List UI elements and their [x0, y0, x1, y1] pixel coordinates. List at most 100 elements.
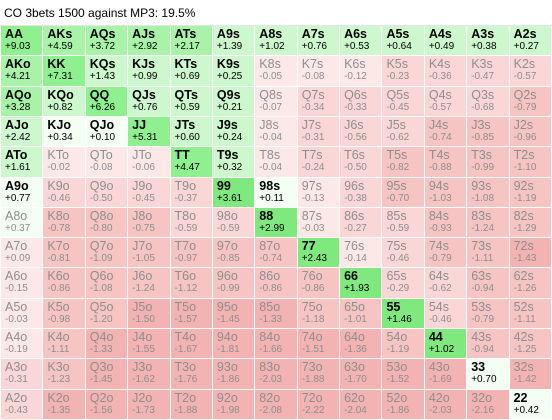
hand-cell-j5s[interactable]: J5s -0.62 — [382, 116, 424, 147]
hand-cell-85o[interactable]: 85o -1.33 — [255, 298, 297, 329]
hand-cell-75o[interactable]: 75o -1.18 — [297, 298, 340, 329]
hand-cell-jj[interactable]: JJ +5.31 — [128, 116, 170, 147]
hand-cell-t2s[interactable]: T2s -1.10 — [509, 147, 551, 177]
hand-cell-q5s[interactable]: Q5s -0.45 — [382, 86, 424, 116]
hand-cell-k7o[interactable]: K7o -0.81 — [43, 238, 85, 268]
hand-cell-98o[interactable]: 98o -0.59 — [212, 207, 255, 238]
hand-cell-j3s[interactable]: J3s -0.85 — [467, 116, 509, 147]
hand-cell-q7o[interactable]: Q7o -1.09 — [85, 238, 128, 268]
hand-cell-t5o[interactable]: T5o -1.57 — [170, 298, 212, 329]
hand-cell-ajs[interactable]: AJs +2.92 — [128, 26, 170, 56]
hand-cell-kqo[interactable]: KQo +0.82 — [43, 86, 85, 116]
hand-cell-63o[interactable]: 63o -1.70 — [340, 359, 382, 389]
hand-cell-t8s[interactable]: T8s -0.04 — [255, 147, 297, 177]
hand-cell-53o[interactable]: 53o -1.52 — [382, 359, 424, 389]
hand-cell-q8o[interactable]: Q8o -0.80 — [85, 207, 128, 238]
hand-cell-73o[interactable]: 73o -1.88 — [297, 359, 340, 389]
hand-cell-qjs[interactable]: QJs +0.76 — [128, 86, 170, 116]
hand-cell-32s[interactable]: 32s -1.42 — [509, 359, 551, 389]
hand-cell-73s[interactable]: 73s -1.11 — [467, 238, 509, 268]
hand-cell-k3o[interactable]: K3o -1.23 — [43, 359, 85, 389]
hand-cell-k7s[interactable]: K7s -0.08 — [297, 56, 340, 86]
hand-cell-kts[interactable]: KTs +0.69 — [170, 56, 212, 86]
hand-cell-kjs[interactable]: KJs +0.99 — [128, 56, 170, 86]
hand-cell-q6o[interactable]: Q6o -1.08 — [85, 268, 128, 298]
hand-cell-94o[interactable]: 94o -1.81 — [212, 329, 255, 359]
hand-cell-a6o[interactable]: A6o -0.15 — [1, 268, 43, 298]
hand-cell-k5s[interactable]: K5s -0.23 — [382, 56, 424, 86]
hand-cell-k5o[interactable]: K5o -0.98 — [43, 298, 85, 329]
hand-cell-a2s[interactable]: A2s +0.27 — [509, 26, 551, 56]
hand-cell-q9s[interactable]: Q9s +0.21 — [212, 86, 255, 116]
hand-cell-j9s[interactable]: J9s +0.24 — [212, 116, 255, 147]
hand-cell-66[interactable]: 66 +1.93 — [340, 268, 382, 298]
hand-cell-qjo[interactable]: QJo +0.10 — [85, 116, 128, 147]
hand-cell-qts[interactable]: QTs +0.59 — [170, 86, 212, 116]
hand-cell-q4s[interactable]: Q4s -0.57 — [424, 86, 467, 116]
hand-cell-q2o[interactable]: Q2o -1.56 — [85, 389, 128, 419]
hand-cell-tt[interactable]: TT +4.47 — [170, 147, 212, 177]
hand-cell-q2s[interactable]: Q2s -0.79 — [509, 86, 551, 116]
hand-cell-96s[interactable]: 96s -0.38 — [340, 177, 382, 207]
hand-cell-j3o[interactable]: J3o -1.62 — [128, 359, 170, 389]
hand-cell-87o[interactable]: 87o -0.74 — [255, 238, 297, 268]
hand-cell-75s[interactable]: 75s -0.46 — [382, 238, 424, 268]
hand-cell-a3s[interactable]: A3s +0.38 — [467, 26, 509, 56]
hand-cell-32o[interactable]: 32o -2.16 — [467, 389, 509, 419]
hand-cell-86o[interactable]: 86o -0.86 — [255, 268, 297, 298]
hand-cell-65o[interactable]: 65o -1.01 — [340, 298, 382, 329]
hand-cell-aks[interactable]: AKs +4.59 — [43, 26, 85, 56]
hand-cell-a4o[interactable]: A4o -0.19 — [1, 329, 43, 359]
hand-cell-95s[interactable]: 95s -0.70 — [382, 177, 424, 207]
hand-cell-97o[interactable]: 97o -0.85 — [212, 238, 255, 268]
hand-cell-54o[interactable]: 54o -1.19 — [382, 329, 424, 359]
hand-cell-65s[interactable]: 65s -0.29 — [382, 268, 424, 298]
hand-cell-qq[interactable]: QQ +6.26 — [85, 86, 128, 116]
hand-cell-k6o[interactable]: K6o -0.86 — [43, 268, 85, 298]
hand-cell-43s[interactable]: 43s -0.94 — [467, 329, 509, 359]
hand-cell-84s[interactable]: 84s -0.93 — [424, 207, 467, 238]
hand-cell-43o[interactable]: 43o -1.69 — [424, 359, 467, 389]
hand-cell-j7o[interactable]: J7o -1.05 — [128, 238, 170, 268]
hand-cell-33[interactable]: 33 +0.70 — [467, 359, 509, 389]
hand-cell-q9o[interactable]: Q9o -0.50 — [85, 177, 128, 207]
hand-cell-55[interactable]: 55 +1.46 — [382, 298, 424, 329]
hand-cell-83o[interactable]: 83o -2.03 — [255, 359, 297, 389]
hand-cell-j4o[interactable]: J4o -1.55 — [128, 329, 170, 359]
hand-cell-ats[interactable]: ATs +2.17 — [170, 26, 212, 56]
hand-cell-jts[interactable]: JTs +0.60 — [170, 116, 212, 147]
hand-cell-t4o[interactable]: T4o -1.67 — [170, 329, 212, 359]
hand-cell-44[interactable]: 44 +1.02 — [424, 329, 467, 359]
hand-cell-k8o[interactable]: K8o -0.78 — [43, 207, 85, 238]
hand-cell-74o[interactable]: 74o -1.51 — [297, 329, 340, 359]
hand-cell-ako[interactable]: AKo +4.21 — [1, 56, 43, 86]
hand-cell-93o[interactable]: 93o -1.86 — [212, 359, 255, 389]
hand-cell-j7s[interactable]: J7s -0.31 — [297, 116, 340, 147]
hand-cell-97s[interactable]: 97s -0.13 — [297, 177, 340, 207]
hand-cell-92s[interactable]: 92s -1.19 — [509, 177, 551, 207]
hand-cell-53s[interactable]: 53s -0.79 — [467, 298, 509, 329]
hand-cell-kqs[interactable]: KQs +1.43 — [85, 56, 128, 86]
hand-cell-83s[interactable]: 83s -1.24 — [467, 207, 509, 238]
hand-cell-87s[interactable]: 87s -0.03 — [297, 207, 340, 238]
hand-cell-k8s[interactable]: K8s -0.05 — [255, 56, 297, 86]
hand-cell-94s[interactable]: 94s -1.03 — [424, 177, 467, 207]
hand-cell-t6s[interactable]: T6s -0.50 — [340, 147, 382, 177]
hand-cell-a7s[interactable]: A7s +0.76 — [297, 26, 340, 56]
hand-cell-a7o[interactable]: A7o +0.09 — [1, 238, 43, 268]
hand-cell-52s[interactable]: 52s -1.11 — [509, 298, 551, 329]
hand-cell-95o[interactable]: 95o -1.45 — [212, 298, 255, 329]
hand-cell-85s[interactable]: 85s -0.59 — [382, 207, 424, 238]
hand-cell-74s[interactable]: 74s -0.79 — [424, 238, 467, 268]
hand-cell-76s[interactable]: 76s -0.14 — [340, 238, 382, 268]
hand-cell-84o[interactable]: 84o -1.66 — [255, 329, 297, 359]
hand-cell-j4s[interactable]: J4s -0.74 — [424, 116, 467, 147]
hand-cell-q3o[interactable]: Q3o -1.45 — [85, 359, 128, 389]
hand-cell-88[interactable]: 88 +2.99 — [255, 207, 297, 238]
hand-cell-jto[interactable]: JTo -0.06 — [128, 147, 170, 177]
hand-cell-q4o[interactable]: Q4o -1.33 — [85, 329, 128, 359]
hand-cell-aqs[interactable]: AQs +3.72 — [85, 26, 128, 56]
hand-cell-t4s[interactable]: T4s -0.88 — [424, 147, 467, 177]
hand-cell-54s[interactable]: 54s -0.46 — [424, 298, 467, 329]
hand-cell-64o[interactable]: 64o -1.36 — [340, 329, 382, 359]
